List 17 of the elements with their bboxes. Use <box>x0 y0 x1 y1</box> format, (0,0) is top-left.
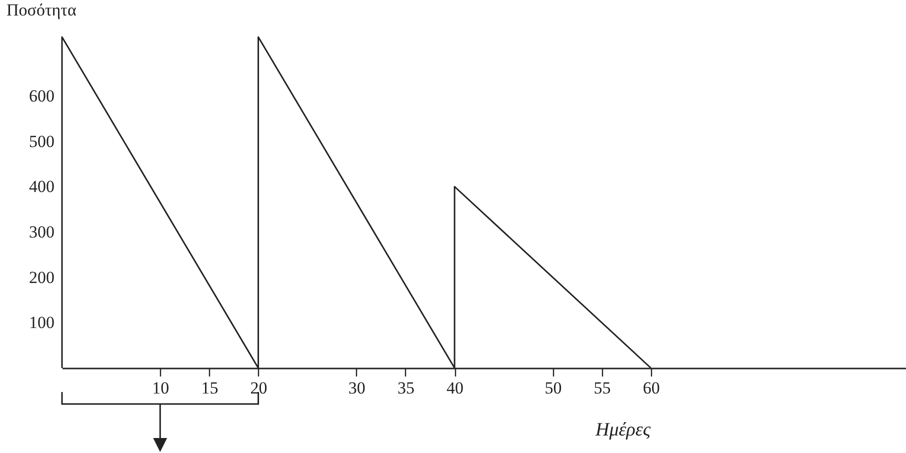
y-axis-title: Ποσότητα <box>6 0 76 20</box>
x-tick-label: 40 <box>446 378 464 398</box>
y-tick-label: 100 <box>29 313 54 332</box>
x-tick-label: 20 <box>250 378 268 398</box>
x-tick-label: 35 <box>397 378 414 398</box>
y-tick-label: 300 <box>29 222 54 242</box>
x-tick-label: 55 <box>594 378 611 398</box>
x-tick-label: 10 <box>152 378 170 398</box>
y-tick-label: 600 <box>29 86 54 106</box>
x-tick-label: 15 <box>201 378 218 398</box>
y-tick-label: 200 <box>29 268 54 287</box>
x-axis-title: Ημέρες <box>594 420 651 440</box>
x-tick-label: 60 <box>642 378 660 398</box>
y-tick-label: 500 <box>29 132 54 151</box>
x-tick-label: 50 <box>544 378 562 398</box>
y-tick-label: 400 <box>29 177 54 196</box>
x-tick-label: 30 <box>348 378 366 398</box>
